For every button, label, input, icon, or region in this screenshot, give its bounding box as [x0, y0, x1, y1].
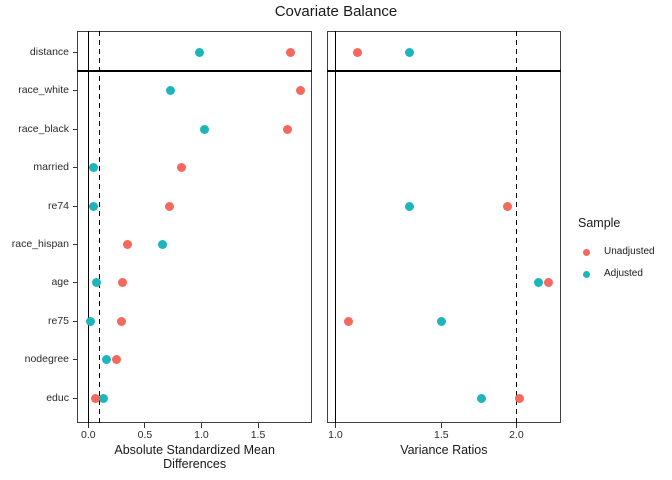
- y-tick-re75: [72, 320, 77, 322]
- panel-border-1: [326, 31, 561, 424]
- point-adjusted-educ: [477, 393, 487, 403]
- unadjusted-dot-icon: [583, 248, 590, 256]
- panel-border-0: [77, 31, 313, 424]
- point-unadjusted-educ: [90, 393, 100, 403]
- point-unadjusted-re75: [343, 316, 353, 326]
- refline-dashed-0: [98, 31, 101, 424]
- x-tick-label-0-3: 1.5: [250, 429, 266, 442]
- point-adjusted-distance: [194, 48, 204, 57]
- point-adjusted-nodegree: [101, 355, 111, 365]
- point-adjusted-re75: [86, 316, 96, 326]
- x-tick-0-1: [144, 423, 146, 428]
- legend: Sample Unadjusted Adjusted: [578, 216, 670, 280]
- y-tick-label-nodegree: nodegree: [24, 353, 69, 366]
- x-tick-1-1: [440, 423, 442, 428]
- point-unadjusted-age: [543, 278, 553, 288]
- y-tick-label-race_hispan: race_hispan: [11, 238, 69, 250]
- y-tick-label-re75: re75: [47, 314, 69, 327]
- separator-line-1: [326, 70, 561, 72]
- point-unadjusted-race_hispan: [123, 240, 133, 249]
- y-tick-re74: [72, 205, 77, 207]
- y-tick-label-married: married: [33, 161, 69, 174]
- point-adjusted-race_white: [166, 86, 176, 96]
- point-unadjusted-re74: [502, 201, 512, 211]
- x-axis-title-1-line0: Variance Ratios: [400, 443, 488, 457]
- point-adjusted-race_black: [200, 124, 210, 134]
- x-tick-0-3: [257, 423, 259, 428]
- x-tick-label-1-0: 1.0: [328, 429, 343, 442]
- legend-entry-adjusted: Adjusted: [578, 268, 670, 280]
- point-unadjusted-distance: [286, 48, 296, 57]
- y-tick-label-distance: distance: [29, 46, 69, 58]
- point-unadjusted-race_black: [282, 124, 292, 134]
- refline-solid-1: [334, 31, 337, 424]
- x-tick-label-1-1: 1.5: [434, 429, 449, 442]
- y-tick-educ: [72, 397, 77, 399]
- x-tick-label-1-2: 2.0: [509, 429, 524, 442]
- y-tick-married: [72, 167, 77, 169]
- point-adjusted-re74: [405, 201, 415, 211]
- legend-label-adjusted: Adjusted: [604, 268, 643, 279]
- x-tick-0-0: [87, 423, 89, 428]
- x-tick-label-0-2: 1.0: [194, 429, 209, 442]
- point-unadjusted-nodegree: [112, 355, 122, 365]
- point-adjusted-married: [89, 163, 99, 173]
- y-tick-label-race_white: race_white: [18, 84, 69, 97]
- legend-entry-unadjusted: Unadjusted: [578, 246, 670, 258]
- y-tick-label-race_black: race_black: [18, 122, 69, 135]
- point-adjusted-re75: [436, 316, 446, 326]
- point-adjusted-distance: [405, 48, 415, 57]
- y-tick-nodegree: [72, 359, 77, 361]
- point-adjusted-age: [534, 278, 544, 288]
- point-unadjusted-re75: [116, 316, 126, 326]
- adjusted-dot-icon: [583, 270, 590, 278]
- point-unadjusted-distance: [353, 48, 363, 57]
- point-adjusted-re74: [89, 201, 99, 211]
- point-adjusted-educ: [98, 393, 108, 403]
- point-unadjusted-re74: [165, 201, 175, 211]
- y-tick-distance: [72, 52, 77, 53]
- point-unadjusted-educ: [514, 393, 524, 403]
- x-axis-title-0-line1: Differences: [163, 456, 227, 471]
- x-tick-label-0-0: 0.0: [81, 429, 96, 442]
- y-tick-race_white: [72, 90, 77, 92]
- separator-line-0: [77, 70, 313, 72]
- y-tick-race_black: [72, 128, 77, 130]
- point-unadjusted-race_white: [296, 86, 306, 96]
- legend-title: Sample: [578, 216, 621, 230]
- point-unadjusted-married: [176, 163, 186, 173]
- point-adjusted-race_hispan: [158, 240, 168, 249]
- y-tick-race_hispan: [72, 244, 77, 245]
- y-tick-label-re74: re74: [47, 199, 69, 212]
- point-adjusted-age: [91, 278, 101, 288]
- y-tick-label-age: age: [51, 276, 69, 289]
- x-tick-1-0: [334, 423, 336, 428]
- x-tick-label-0-1: 0.5: [137, 429, 153, 442]
- x-axis-title-0-line0: Absolute Standardized Mean: [114, 443, 275, 457]
- y-tick-label-educ: educ: [46, 391, 69, 404]
- x-tick-0-2: [200, 423, 202, 428]
- legend-label-unadjusted: Unadjusted: [604, 246, 655, 257]
- x-tick-1-2: [515, 423, 517, 428]
- y-tick-age: [72, 282, 77, 284]
- point-unadjusted-age: [117, 278, 127, 288]
- chart-title: Covariate Balance: [274, 3, 398, 20]
- refline-dashed-1: [515, 31, 518, 424]
- refline-solid-0: [87, 31, 90, 424]
